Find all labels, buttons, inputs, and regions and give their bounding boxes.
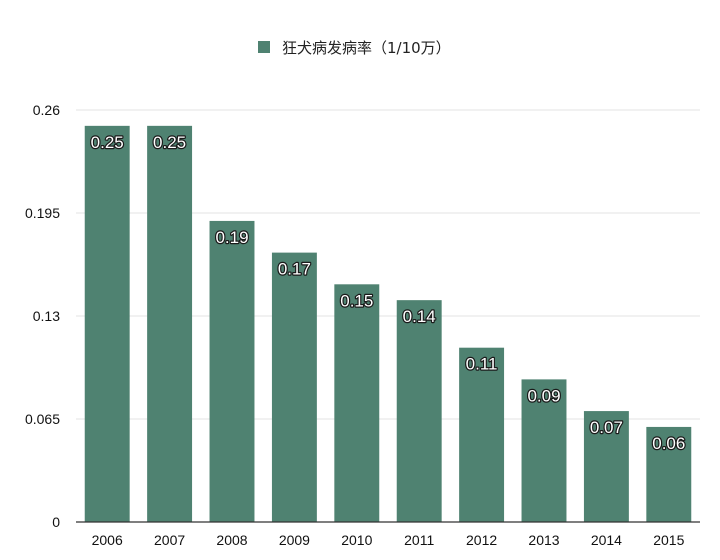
- bar-value-label: 0.15: [340, 291, 373, 310]
- bar-value-label: 0.19: [215, 228, 248, 247]
- x-tick-label: 2006: [92, 532, 123, 548]
- bar: [583, 411, 629, 522]
- y-tick-label: 0.065: [25, 411, 60, 427]
- legend-label: 狂犬病发病率（1/10万）: [282, 39, 451, 57]
- bar: [646, 426, 692, 522]
- y-axis-ticks: 0 0.065 0.13 0.195 0.26: [25, 102, 60, 530]
- x-tick-label: 2013: [528, 532, 559, 548]
- data-labels: 0.25 0.25 0.19 0.17 0.15 0.14 0.11 0.09 0.07 0.06: [89, 132, 686, 454]
- bar-value-label: 0.25: [91, 133, 124, 152]
- bar: [334, 284, 380, 522]
- y-tick-label: 0.13: [33, 308, 60, 324]
- legend-swatch: [258, 41, 270, 53]
- bar: [396, 300, 442, 522]
- bar-value-label: 0.09: [527, 386, 560, 405]
- bar: [84, 125, 130, 522]
- bar-value-label: 0.14: [403, 307, 436, 326]
- x-tick-label: 2008: [216, 532, 247, 548]
- bar: [459, 347, 505, 522]
- x-tick-label: 2015: [653, 532, 684, 548]
- x-tick-label: 2009: [279, 532, 310, 548]
- bar-value-label: 0.07: [590, 418, 623, 437]
- x-tick-label: 2010: [341, 532, 372, 548]
- x-tick-label: 2011: [404, 532, 434, 548]
- x-tick-label: 2007: [154, 532, 185, 548]
- bar: [209, 220, 255, 522]
- x-tick-label: 2014: [591, 532, 622, 548]
- bar-value-label: 0.17: [278, 260, 311, 279]
- bar-value-label: 0.06: [652, 434, 685, 453]
- bar-value-label: 0.11: [466, 355, 498, 374]
- x-tick-label: 2012: [466, 532, 497, 548]
- y-tick-label: 0.26: [33, 102, 60, 118]
- bars: [84, 125, 692, 522]
- bar-value-label: 0.25: [153, 133, 186, 152]
- bar: [271, 252, 317, 522]
- x-axis-ticks: 2006 2007 2008 2009 2010 2011 2012 2013 2014 2015: [92, 532, 685, 548]
- legend: 狂犬病发病率（1/10万）: [258, 39, 451, 57]
- bar: [147, 125, 193, 522]
- y-tick-label: 0.195: [25, 205, 60, 221]
- bar: [521, 379, 567, 522]
- y-tick-label: 0: [52, 514, 60, 530]
